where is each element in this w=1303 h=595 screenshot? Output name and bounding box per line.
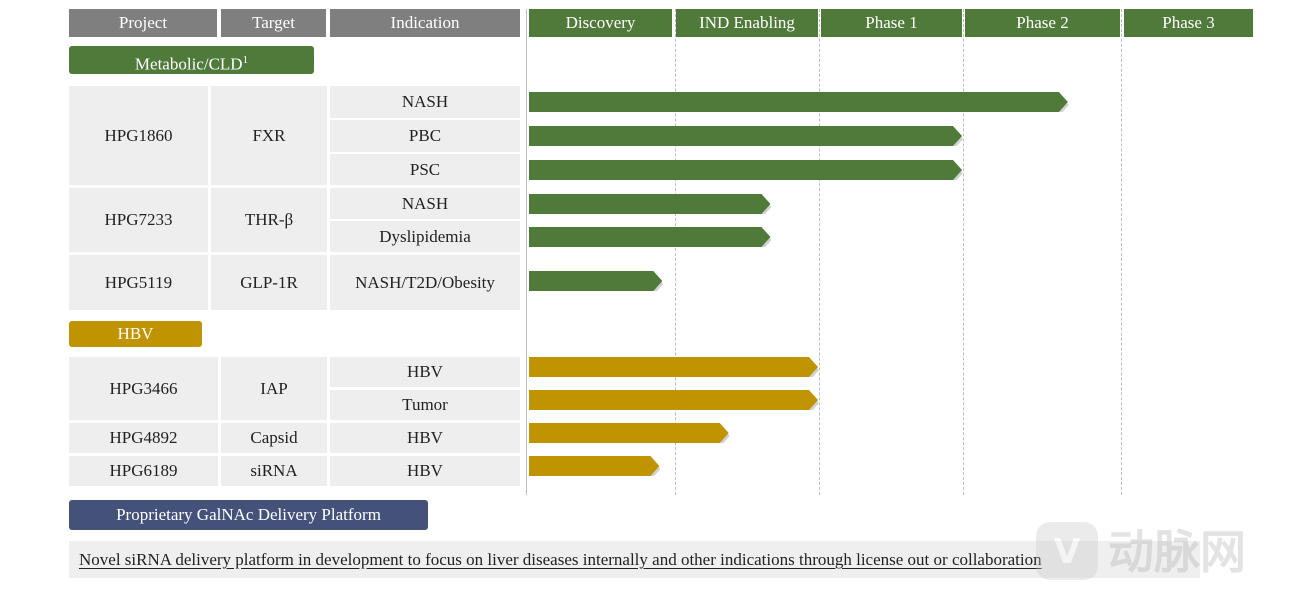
header-project: Project bbox=[69, 9, 217, 37]
stage-divider bbox=[963, 9, 964, 495]
watermark-icon bbox=[1036, 522, 1098, 580]
pipeline-bar-hpg3466-tumor bbox=[529, 390, 819, 410]
watermark-text: 动脉网 bbox=[1108, 525, 1246, 579]
project-cell: HPG4892 bbox=[69, 423, 218, 453]
stage-divider bbox=[1121, 9, 1122, 495]
pipeline-bar-shape bbox=[529, 357, 818, 377]
indication-cell: Dyslipidemia bbox=[330, 221, 520, 252]
stage-divider bbox=[819, 9, 820, 495]
project-cell: HPG1860 bbox=[69, 86, 208, 185]
category-metabolic-label: Metabolic/CLD bbox=[134, 54, 243, 74]
pipeline-bar-shape bbox=[529, 227, 771, 247]
indication-cell: NASH bbox=[330, 188, 520, 219]
stage-divider bbox=[675, 9, 676, 495]
pipeline-bar-hpg7233-nash bbox=[529, 194, 772, 214]
pipeline-bar-shape bbox=[529, 92, 1068, 112]
indication-cell: Tumor bbox=[330, 390, 520, 420]
pipeline-bar-shape bbox=[529, 456, 660, 476]
indication-cell: NASH/T2D/Obesity bbox=[330, 255, 520, 310]
header-stage-phase-2: Phase 2 bbox=[965, 9, 1120, 37]
header-stage-phase-3: Phase 3 bbox=[1124, 9, 1253, 37]
indication-cell: HBV bbox=[330, 423, 520, 453]
header-stage-phase-1: Phase 1 bbox=[821, 9, 962, 37]
pipeline-bar-hpg6189-hbv bbox=[529, 456, 661, 476]
stage-divider bbox=[526, 9, 527, 495]
pipeline-bar-hpg4892-hbv bbox=[529, 423, 730, 443]
target-cell: IAP bbox=[221, 357, 327, 420]
project-cell: HPG6189 bbox=[69, 456, 218, 486]
target-cell: siRNA bbox=[221, 456, 327, 486]
pipeline-bar-hpg7233-dyslipidemia bbox=[529, 227, 772, 247]
indication-cell: NASH bbox=[330, 86, 520, 118]
pipeline-bar-shape bbox=[529, 194, 771, 214]
pipeline-bar-hpg1860-psc bbox=[529, 160, 963, 180]
pipeline-bar-hpg1860-pbc bbox=[529, 126, 963, 146]
category-galnac-platform: Proprietary GalNAc Delivery Platform bbox=[69, 500, 428, 530]
header-stage-discovery: Discovery bbox=[529, 9, 672, 37]
project-cell: HPG5119 bbox=[69, 255, 208, 310]
target-cell: GLP-1R bbox=[211, 255, 327, 310]
category-hbv: HBV bbox=[69, 321, 202, 347]
watermark-logo: V 动脉网 bbox=[1036, 522, 1246, 580]
target-cell: Capsid bbox=[221, 423, 327, 453]
platform-note: Novel siRNA delivery platform in develop… bbox=[69, 541, 1200, 578]
pipeline-bar-shape bbox=[529, 126, 962, 146]
indication-cell: PSC bbox=[330, 154, 520, 185]
indication-cell: PBC bbox=[330, 120, 520, 152]
pipeline-bar-shape bbox=[529, 423, 729, 443]
project-cell: HPG7233 bbox=[69, 188, 208, 252]
header-target: Target bbox=[221, 9, 326, 37]
project-cell: HPG3466 bbox=[69, 357, 218, 420]
category-metabolic: Metabolic/CLD1 bbox=[69, 46, 314, 74]
indication-cell: HBV bbox=[330, 357, 520, 387]
category-metabolic-superscript: 1 bbox=[242, 54, 249, 66]
pipeline-bar-shape bbox=[529, 160, 962, 180]
target-cell: THR-β bbox=[211, 188, 327, 252]
indication-cell: HBV bbox=[330, 456, 520, 486]
pipeline-bar-shape bbox=[529, 271, 663, 291]
pipeline-bar-shape bbox=[529, 390, 818, 410]
header-indication: Indication bbox=[330, 9, 520, 37]
pipeline-bar-hpg3466-hbv bbox=[529, 357, 819, 377]
header-stage-ind-enabling: IND Enabling bbox=[676, 9, 818, 37]
platform-note-text: Novel siRNA delivery platform in develop… bbox=[79, 550, 1042, 569]
target-cell: FXR bbox=[211, 86, 327, 185]
pipeline-bar-hpg5119-nash-t2d-obesity bbox=[529, 271, 664, 291]
pipeline-bar-hpg1860-nash bbox=[529, 92, 1069, 112]
watermark-icon-glyph: V bbox=[1054, 532, 1081, 572]
